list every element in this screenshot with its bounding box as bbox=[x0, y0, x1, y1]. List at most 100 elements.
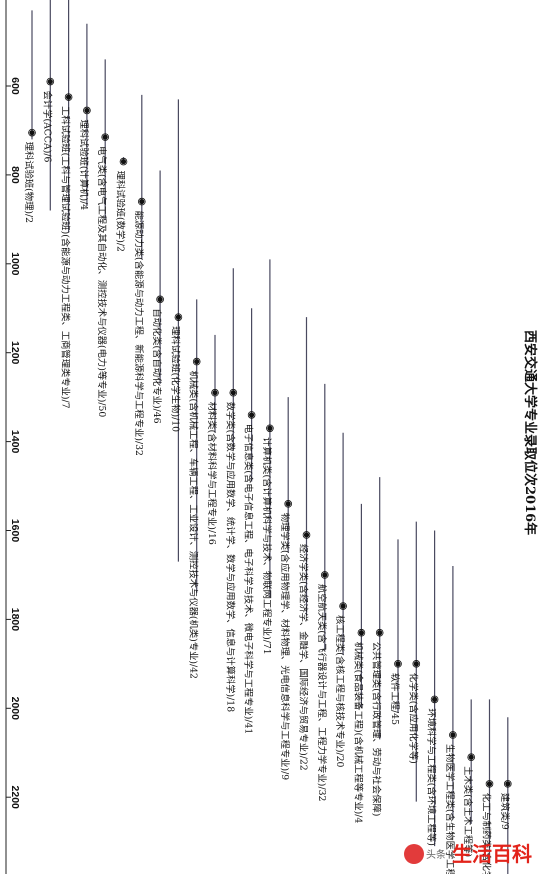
rank-marker-ring bbox=[503, 780, 512, 788]
rank-marker-ring bbox=[156, 295, 164, 304]
rank-marker-ring bbox=[449, 731, 457, 739]
rank-marker-ring bbox=[119, 157, 128, 166]
rank-marker bbox=[358, 630, 364, 636]
interval-item bbox=[101, 59, 109, 220]
rank-marker bbox=[120, 158, 127, 165]
major-label: 核工程类(含核工程与核技术专业)/20 bbox=[334, 615, 346, 767]
interval-item bbox=[375, 477, 384, 740]
interval-item bbox=[320, 383, 329, 651]
major-label: 软件工程/45 bbox=[389, 673, 401, 725]
major-label: 建筑类/9 bbox=[499, 793, 511, 830]
rank-marker-ring bbox=[64, 93, 73, 101]
rank-marker-ring bbox=[174, 313, 183, 321]
watermark-logo-icon bbox=[404, 844, 424, 864]
interval-item bbox=[394, 539, 402, 713]
major-label: 理科试验班(数学)/2 bbox=[115, 171, 127, 252]
interval-item bbox=[302, 317, 311, 615]
rank-marker-ring bbox=[229, 388, 238, 397]
interval-item bbox=[211, 334, 219, 433]
major-label: 理科试验班(计算机)/4 bbox=[78, 119, 90, 210]
rank-marker bbox=[230, 390, 236, 396]
rank-marker bbox=[249, 412, 255, 418]
rank-marker bbox=[450, 732, 456, 738]
rank-marker bbox=[285, 501, 291, 507]
interval-item bbox=[156, 170, 164, 384]
interval-item bbox=[284, 397, 293, 553]
major-label: 电气类(含电气工程及其自动化、测控技术与仪器(电力)等专业)/50 bbox=[96, 146, 108, 417]
rank-marker-ring bbox=[302, 531, 311, 539]
rank-marker bbox=[29, 130, 35, 136]
rank-marker-ring bbox=[284, 500, 293, 508]
rank-marker-ring bbox=[394, 660, 402, 668]
rank-marker bbox=[340, 603, 346, 609]
rank-marker-ring bbox=[266, 424, 274, 433]
major-label: 理科试验班(化学生物)/10 bbox=[169, 326, 181, 432]
rank-marker-ring bbox=[412, 660, 421, 668]
major-label: 材料类(含材料科学与工程专业)/16 bbox=[206, 402, 218, 545]
major-label: 机械类(食品装备工程)(含机械工程等专业)/4 bbox=[352, 642, 364, 824]
major-label: 化学类(含应用化学等) bbox=[407, 673, 419, 764]
rank-marker-ring bbox=[467, 753, 476, 761]
interval-item bbox=[430, 530, 439, 847]
rank-marker-ring bbox=[485, 780, 494, 788]
tick-label: 1800 bbox=[9, 608, 21, 632]
rank-marker bbox=[322, 572, 328, 578]
rank-marker bbox=[139, 198, 145, 205]
rank-marker bbox=[413, 661, 419, 667]
tick-label: 800 bbox=[9, 166, 21, 184]
major-label: 工科试验班(工科与管理试验班)(含能源与动力工程类、工商管理类专业)/7 bbox=[60, 106, 72, 409]
tick-label: 1600 bbox=[9, 519, 21, 543]
rank-marker-ring bbox=[339, 602, 347, 610]
tick-label: 600 bbox=[9, 77, 21, 95]
rank-marker bbox=[66, 94, 72, 100]
major-label: 环境科学与工程类(含环境工程等) bbox=[426, 708, 438, 845]
rank-marker-ring bbox=[357, 628, 366, 637]
major-label: 自动化类(含自动化专业)/46 bbox=[151, 308, 163, 423]
major-label: 能源动力类(含能源与动力工程、新能源科学与工程专业)/32 bbox=[133, 211, 145, 456]
rank-marker-ring bbox=[46, 77, 55, 86]
interval-item bbox=[357, 503, 366, 709]
rank-marker bbox=[432, 696, 438, 703]
major-label: 电子信息类(含电子信息工程、电子科学与技术、微电子科学与工程专业)/41 bbox=[243, 424, 255, 734]
rank-marker bbox=[486, 781, 493, 787]
interval-item bbox=[266, 259, 274, 598]
watermark: 头条 生活百科 bbox=[404, 842, 532, 866]
interval-item bbox=[64, 0, 73, 233]
interval-item bbox=[46, 0, 55, 211]
rank-marker-ring bbox=[83, 106, 91, 115]
rank-marker-ring bbox=[375, 628, 384, 637]
rank-marker-ring bbox=[192, 357, 201, 366]
rank-marker-ring bbox=[211, 388, 219, 397]
major-labels: 理科试验班(物理)/2 会计学(ACCA)/6 工科试验班(工科与管理试验班)(含能… bbox=[23, 91, 511, 874]
interval-item bbox=[412, 521, 421, 802]
interval-item bbox=[467, 699, 476, 824]
rank-marker bbox=[395, 661, 401, 667]
chart-title: 西安交通大学专业录取位次2016年 bbox=[522, 330, 538, 535]
major-label: 会计学(ACCA)/6 bbox=[41, 91, 53, 163]
watermark-brand: 生活百科 bbox=[452, 842, 532, 866]
rank-marker bbox=[267, 425, 273, 431]
rank-marker-ring bbox=[28, 128, 36, 137]
major-label: 航空航天类(含飞行器设计与工程、工程力学专业)/32 bbox=[316, 584, 328, 801]
rank-marker bbox=[505, 781, 511, 787]
major-label: 数学类(含数学与应用数学、统计学、数学与应用数学、信息与计算科学)/18 bbox=[224, 402, 236, 713]
major-label: 机械类(含机械工程、车辆工程、工业设计、测控技术与仪器(机类)专业)/42 bbox=[188, 371, 200, 679]
rank-marker bbox=[212, 390, 218, 396]
interval-item bbox=[485, 699, 494, 864]
interval-item bbox=[138, 94, 146, 260]
interval-item bbox=[192, 299, 201, 593]
interval-item bbox=[229, 268, 238, 451]
rank-marker bbox=[157, 296, 163, 302]
rank-marker-ring bbox=[320, 571, 329, 579]
interval-item bbox=[28, 10, 36, 140]
major-label: 理科试验班(物理)/2 bbox=[23, 142, 35, 223]
interval-item bbox=[339, 432, 347, 655]
major-label: 物理学类(含应用物理学、材料物理、光电信息科学与工程专业)/9 bbox=[279, 513, 291, 780]
interval-item bbox=[174, 99, 183, 562]
tick-label: 1400 bbox=[9, 430, 21, 454]
interval-item bbox=[83, 23, 91, 207]
rank-marker-ring bbox=[101, 133, 109, 141]
interval-item bbox=[503, 717, 512, 874]
rank-marker bbox=[175, 314, 181, 320]
